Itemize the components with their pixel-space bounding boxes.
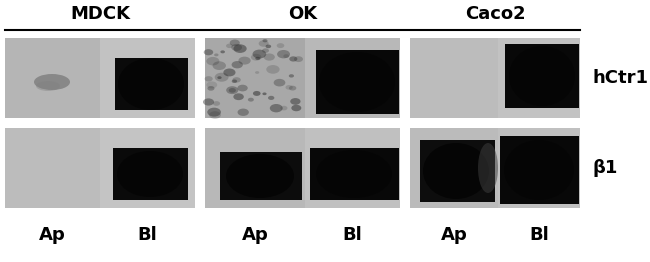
Bar — [205, 128, 305, 208]
Ellipse shape — [291, 105, 302, 111]
Ellipse shape — [316, 150, 392, 198]
Ellipse shape — [280, 106, 287, 111]
Ellipse shape — [423, 143, 489, 199]
Ellipse shape — [277, 43, 284, 48]
Ellipse shape — [34, 74, 70, 90]
Text: Ap: Ap — [242, 226, 268, 244]
Bar — [100, 38, 195, 118]
Ellipse shape — [214, 73, 229, 82]
Ellipse shape — [220, 50, 225, 53]
Ellipse shape — [270, 104, 283, 112]
Text: Caco2: Caco2 — [465, 5, 525, 23]
Ellipse shape — [205, 76, 213, 81]
Bar — [420, 140, 495, 202]
Ellipse shape — [231, 79, 237, 83]
Bar — [498, 128, 580, 208]
Ellipse shape — [277, 50, 290, 58]
Bar — [500, 136, 579, 204]
Ellipse shape — [289, 56, 297, 62]
Ellipse shape — [213, 101, 220, 106]
Ellipse shape — [214, 53, 218, 56]
Bar — [410, 128, 498, 208]
Ellipse shape — [226, 154, 294, 198]
Text: hCtr1: hCtr1 — [592, 69, 648, 87]
Ellipse shape — [231, 61, 243, 68]
Ellipse shape — [229, 40, 240, 46]
Ellipse shape — [266, 65, 280, 74]
Bar — [505, 44, 579, 108]
Ellipse shape — [283, 54, 289, 58]
Ellipse shape — [263, 39, 268, 42]
Text: Ap: Ap — [39, 226, 66, 244]
Ellipse shape — [203, 49, 213, 55]
Text: Bl: Bl — [343, 226, 363, 244]
Ellipse shape — [36, 81, 60, 91]
Ellipse shape — [213, 61, 226, 70]
Bar — [115, 58, 188, 110]
Ellipse shape — [263, 92, 266, 95]
Ellipse shape — [253, 91, 261, 96]
Ellipse shape — [207, 108, 221, 117]
Ellipse shape — [294, 56, 303, 62]
Ellipse shape — [207, 86, 214, 91]
Ellipse shape — [233, 44, 247, 53]
Bar — [305, 38, 400, 118]
Ellipse shape — [262, 48, 269, 53]
Bar — [5, 128, 100, 208]
Ellipse shape — [285, 85, 293, 90]
Text: Ap: Ap — [441, 226, 467, 244]
Ellipse shape — [268, 96, 274, 100]
Bar — [100, 128, 195, 208]
Ellipse shape — [224, 68, 235, 77]
Ellipse shape — [504, 140, 574, 200]
Ellipse shape — [237, 85, 248, 91]
Ellipse shape — [217, 76, 222, 79]
Ellipse shape — [319, 52, 395, 112]
Bar — [410, 38, 498, 118]
Ellipse shape — [209, 111, 221, 119]
Ellipse shape — [289, 74, 294, 78]
Bar — [205, 38, 305, 118]
Ellipse shape — [251, 54, 261, 61]
Text: Bl: Bl — [529, 226, 549, 244]
Bar — [220, 152, 302, 200]
Ellipse shape — [203, 98, 214, 106]
Ellipse shape — [226, 86, 239, 94]
Bar — [305, 128, 400, 208]
Ellipse shape — [117, 151, 183, 197]
Bar — [5, 38, 100, 118]
Ellipse shape — [290, 98, 300, 105]
Ellipse shape — [255, 57, 260, 60]
Bar — [316, 50, 399, 114]
Ellipse shape — [239, 57, 251, 65]
Bar — [310, 148, 399, 200]
Ellipse shape — [233, 77, 240, 83]
Text: OK: OK — [288, 5, 317, 23]
Text: β1: β1 — [592, 159, 617, 177]
Ellipse shape — [118, 58, 184, 110]
Ellipse shape — [274, 79, 285, 86]
Ellipse shape — [255, 71, 259, 74]
Ellipse shape — [253, 50, 266, 58]
Ellipse shape — [207, 81, 217, 88]
Ellipse shape — [478, 143, 498, 193]
Ellipse shape — [259, 40, 268, 47]
Ellipse shape — [226, 43, 233, 48]
Text: Bl: Bl — [138, 226, 157, 244]
Ellipse shape — [229, 88, 236, 93]
Bar — [498, 38, 580, 118]
Ellipse shape — [289, 86, 296, 90]
Ellipse shape — [233, 93, 244, 100]
Ellipse shape — [237, 108, 249, 116]
Ellipse shape — [264, 53, 275, 61]
Text: MDCK: MDCK — [70, 5, 130, 23]
Ellipse shape — [509, 46, 575, 106]
Ellipse shape — [231, 44, 242, 51]
Ellipse shape — [266, 45, 271, 48]
Ellipse shape — [206, 57, 220, 66]
Ellipse shape — [248, 98, 254, 102]
Bar — [113, 148, 188, 200]
